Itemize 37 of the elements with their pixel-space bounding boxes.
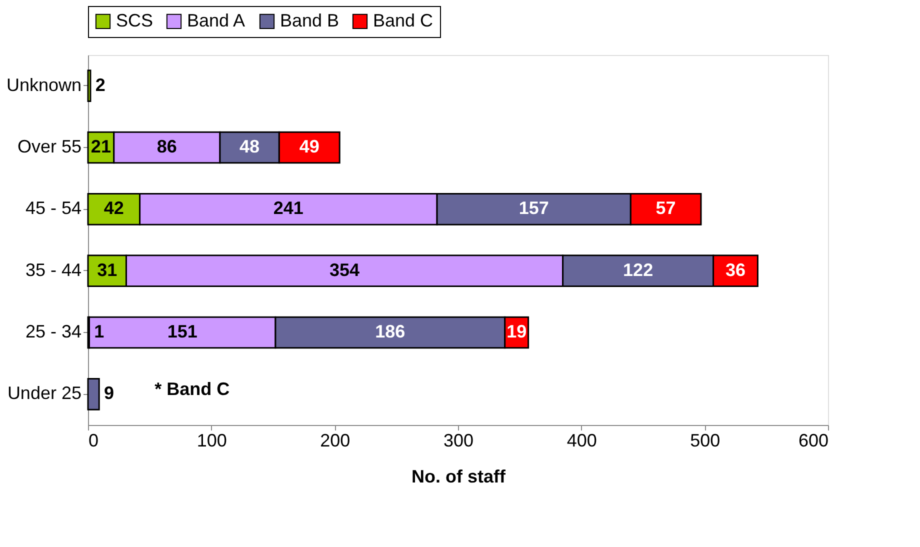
data-label: 354 xyxy=(330,260,360,280)
y-tick-label: 45 - 54 xyxy=(25,198,82,218)
x-tick-label: 100 xyxy=(196,430,227,450)
x-tick-label: 0 xyxy=(88,430,99,450)
legend-label: Band C xyxy=(373,10,434,30)
x-tick-label: 200 xyxy=(320,430,350,450)
legend-label: SCS xyxy=(116,10,154,30)
legend-label: Band B xyxy=(280,10,340,30)
data-label: 42 xyxy=(104,198,124,218)
y-tick-label: Under 25 xyxy=(7,383,82,404)
data-label: 21 xyxy=(90,136,111,156)
data-label: 1 xyxy=(94,322,104,342)
annotation: * Band C xyxy=(154,378,230,399)
data-label: 2 xyxy=(95,74,106,95)
x-tick-label: 400 xyxy=(566,430,597,450)
data-label: 9 xyxy=(104,383,114,404)
data-label: 157 xyxy=(518,198,549,218)
data-label: 122 xyxy=(623,260,654,280)
data-label: 186 xyxy=(375,322,406,342)
data-label: 31 xyxy=(97,260,118,280)
x-tick-label: 600 xyxy=(798,430,828,450)
data-label: 48 xyxy=(240,136,260,156)
data-label: 86 xyxy=(156,136,177,156)
y-tick-label: 25 - 34 xyxy=(25,322,82,342)
y-tick-label: Unknown xyxy=(6,74,82,95)
data-label: 36 xyxy=(725,260,746,280)
data-label: 19 xyxy=(506,322,527,342)
data-label: 151 xyxy=(167,322,198,342)
x-tick-label: 500 xyxy=(690,430,720,450)
data-label: 57 xyxy=(656,198,676,218)
y-tick-label: Over 55 xyxy=(17,136,82,156)
data-label: 49 xyxy=(299,136,320,156)
legend-label: Band A xyxy=(187,10,246,30)
data-label: 241 xyxy=(273,198,304,218)
y-tick-label: 35 - 44 xyxy=(25,260,82,280)
x-axis-title: No. of staff xyxy=(412,466,506,486)
x-tick-label: 300 xyxy=(443,430,474,450)
